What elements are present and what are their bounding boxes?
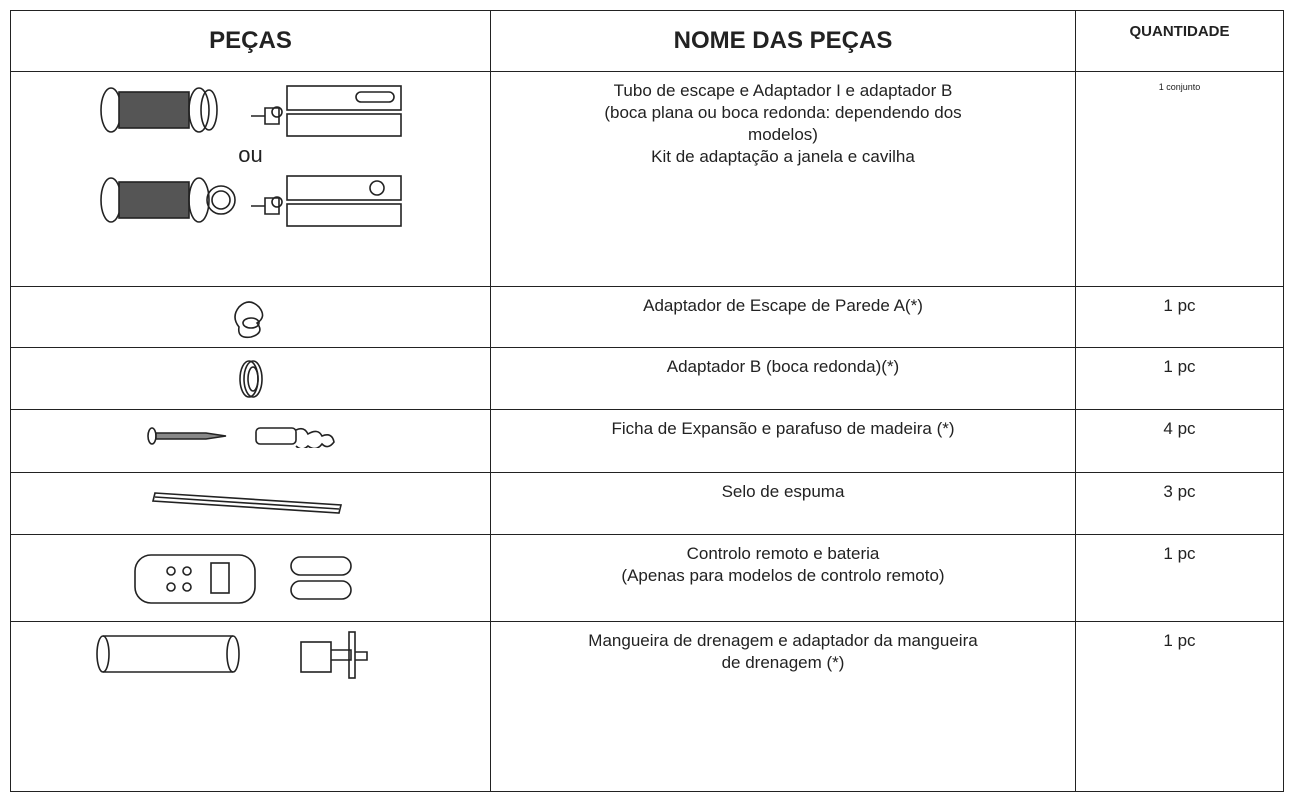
quantity-cell: 1 pc: [1075, 347, 1284, 410]
header-cell: PEÇAS: [10, 10, 491, 72]
quantity-cell: 3 pc: [1075, 472, 1284, 535]
exhaust-kit-icon: [99, 175, 402, 227]
wall-adapter-icon: [233, 301, 263, 339]
quantity-cell: 1 pc: [1075, 286, 1284, 348]
screw-plug-icon: [146, 427, 335, 448]
name-cell: Mangueira de drenagem e adaptador da man…: [490, 621, 1076, 792]
name-line: Mangueira de drenagem e adaptador da man…: [588, 631, 978, 650]
name-line: modelos): [748, 125, 818, 144]
name-line: Controlo remoto e bateria: [686, 544, 880, 563]
name-line: Kit de adaptação a janela e cavilha: [651, 147, 915, 166]
parts-table: PEÇAS NOME DAS PEÇAS QUANTIDADE ou Tubo …: [10, 10, 1284, 792]
quantity-cell: 4 pc: [1075, 409, 1284, 473]
name-cell: Ficha de Expansão e parafuso de madeira …: [490, 409, 1076, 473]
name-cell: Selo de espuma: [490, 472, 1076, 535]
name-line: Tubo de escape e Adaptador I e adaptador…: [613, 81, 953, 100]
parts-cell: ou: [10, 71, 491, 287]
foam-seal-icon: [151, 492, 342, 514]
quantity-cell: 1 pc: [1075, 621, 1284, 792]
name-line: de drenagem (*): [721, 653, 845, 672]
name-cell: Adaptador de Escape de Parede A(*): [490, 286, 1076, 348]
parts-cell: [10, 286, 491, 348]
exhaust-kit-icon: [99, 85, 402, 137]
name-line: (boca plana ou boca redonda: dependendo …: [604, 103, 962, 122]
header-cell: NOME DAS PEÇAS: [490, 10, 1076, 72]
name-cell: Adaptador B (boca redonda)(*): [490, 347, 1076, 410]
parts-cell: [10, 409, 491, 473]
row: ou Tubo de escape e Adaptador I e adapta…: [10, 71, 1284, 287]
row: Selo de espuma 3 pc: [10, 472, 1284, 535]
quantity-cell: 1 conjunto: [1075, 71, 1284, 287]
name-line: Adaptador de Escape de Parede A(*): [643, 296, 923, 315]
parts-label: ou: [238, 142, 263, 167]
row: Mangueira de drenagem e adaptador da man…: [10, 621, 1284, 792]
drain-hose-icon: [95, 631, 368, 679]
page: PEÇAS NOME DAS PEÇAS QUANTIDADE ou Tubo …: [10, 10, 1284, 792]
round-adapter-icon: [238, 360, 263, 398]
row: Adaptador de Escape de Parede A(*) 1 pc: [10, 286, 1284, 348]
name-line: (Apenas para modelos de controlo remoto): [621, 566, 945, 585]
parts-cell: [10, 534, 491, 622]
name-line: Adaptador B (boca redonda)(*): [666, 357, 900, 376]
header-row: PEÇAS NOME DAS PEÇAS QUANTIDADE: [10, 10, 1284, 72]
row: Controlo remoto e bateria (Apenas para m…: [10, 534, 1284, 622]
quantity-cell: 1 pc: [1075, 534, 1284, 622]
parts-cell: [10, 472, 491, 535]
header-cell: QUANTIDADE: [1075, 10, 1284, 72]
row: Ficha de Expansão e parafuso de madeira …: [10, 409, 1284, 473]
name-cell: Controlo remoto e bateria (Apenas para m…: [490, 534, 1076, 622]
remote-battery-icon: [133, 554, 352, 604]
name-line: Selo de espuma: [721, 482, 845, 501]
parts-cell: [10, 347, 491, 410]
name-cell: Tubo de escape e Adaptador I e adaptador…: [490, 71, 1076, 287]
name-line: Ficha de Expansão e parafuso de madeira …: [611, 419, 955, 438]
row: Adaptador B (boca redonda)(*) 1 pc: [10, 347, 1284, 410]
parts-cell: [10, 621, 491, 792]
